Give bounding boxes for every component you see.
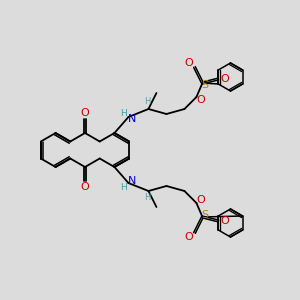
Text: H: H — [144, 98, 151, 106]
Text: O: O — [184, 232, 193, 242]
Text: O: O — [196, 195, 205, 205]
Text: N: N — [128, 176, 136, 186]
Text: H: H — [120, 182, 127, 191]
Text: S: S — [201, 80, 208, 90]
Text: N: N — [128, 114, 136, 124]
Text: O: O — [220, 216, 229, 226]
Text: H: H — [120, 109, 127, 118]
Text: O: O — [81, 182, 89, 193]
Text: S: S — [201, 210, 208, 220]
Text: O: O — [196, 95, 205, 105]
Text: O: O — [220, 74, 229, 84]
Text: O: O — [184, 58, 193, 68]
Text: O: O — [81, 108, 89, 118]
Text: H: H — [144, 194, 151, 202]
